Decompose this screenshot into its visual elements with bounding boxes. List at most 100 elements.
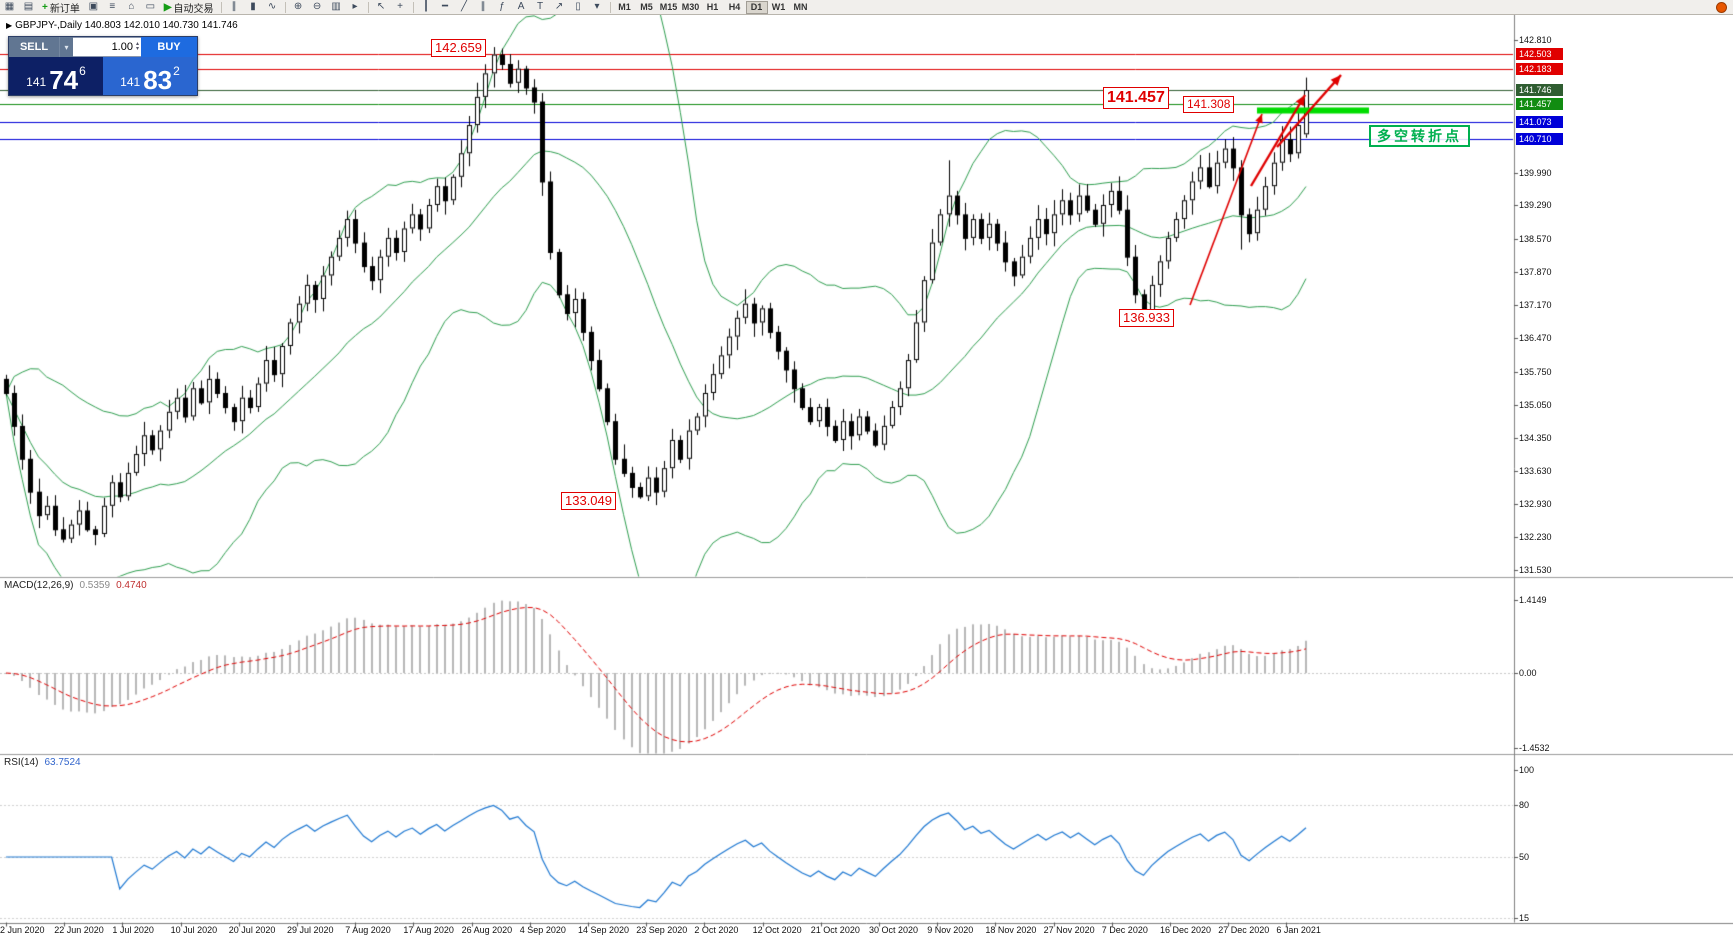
date-axis-label: 2 Oct 2020 bbox=[694, 925, 739, 935]
timeframe-w1-button[interactable]: W1 bbox=[771, 2, 786, 12]
date-axis-label: 21 Oct 2020 bbox=[810, 925, 860, 935]
shapes-icon[interactable]: ▯ bbox=[575, 1, 581, 12]
buy-button[interactable]: BUY bbox=[141, 37, 197, 57]
order-type-caret-icon[interactable]: ▾ bbox=[59, 37, 73, 57]
toolbar: ▦ ▤ + 新订单 ▣ ≡ ⌂ ▭ ▶ 自动交易 ∥ ▮ ∿ ⊕ ⊖ ▥ ▸ ↖ + ┃ ━ ╱ ∥ ƒ A T ↗ ▯ ▾ M1 M5 M1… bbox=[0, 0, 1733, 15]
date-axis-label: 27 Dec 2020 bbox=[1218, 925, 1270, 935]
vertical-line-icon[interactable]: ┃ bbox=[423, 1, 430, 12]
navigator-icon[interactable]: ⌂ bbox=[128, 1, 135, 12]
volume-up-icon[interactable]: ▴ bbox=[135, 41, 139, 47]
macd-main-value: 0.5359 bbox=[79, 580, 111, 591]
date-axis-label: 22 Jun 2020 bbox=[54, 925, 104, 935]
new-chart-icon[interactable]: ▦ bbox=[4, 1, 15, 12]
text-icon[interactable]: A bbox=[517, 1, 525, 12]
timeframe-m1-button[interactable]: M1 bbox=[618, 2, 631, 12]
price-callout-136-933[interactable]: 136.933 bbox=[1119, 309, 1174, 328]
buy-price-point: 2 bbox=[173, 64, 180, 78]
tile-windows-icon[interactable]: ▥ bbox=[331, 1, 341, 12]
market-watch-icon[interactable]: ≡ bbox=[109, 1, 116, 12]
date-axis-label: 12 Oct 2020 bbox=[752, 925, 802, 935]
timeframe-h4-button[interactable]: H4 bbox=[728, 2, 741, 12]
price-axis-label: 137.170 bbox=[1519, 300, 1552, 311]
date-axis-label: 26 Aug 2020 bbox=[461, 925, 513, 935]
cursor-icon[interactable]: ↖ bbox=[376, 1, 386, 12]
fibonacci-icon[interactable]: ƒ bbox=[499, 1, 505, 12]
symbol-info: ▶ GBPJPY-,Daily 140.803 142.010 140.730 1… bbox=[6, 20, 238, 31]
toolbar-separator bbox=[412, 1, 414, 13]
timeframe-d1-button[interactable]: D1 bbox=[745, 0, 768, 14]
timeframe-m30-button[interactable]: M30 bbox=[681, 2, 700, 12]
date-axis-label: 14 Sep 2020 bbox=[578, 925, 630, 935]
price-axis-label: 137.870 bbox=[1519, 267, 1552, 278]
macd-axis-label: -1.4532 bbox=[1519, 742, 1550, 753]
price-axis-label: 139.290 bbox=[1519, 200, 1552, 211]
text-label-icon[interactable]: T bbox=[536, 1, 544, 12]
date-axis-label: 7 Dec 2020 bbox=[1101, 925, 1148, 935]
macd-axis-label: 1.4149 bbox=[1519, 594, 1547, 605]
symbol-ohlc-text: GBPJPY-,Daily 140.803 142.010 140.730 14… bbox=[15, 20, 238, 31]
candlestick-chart-icon[interactable]: ▮ bbox=[250, 1, 256, 12]
trendline-icon[interactable]: ╱ bbox=[461, 1, 468, 12]
timeframe-m15-button[interactable]: M15 bbox=[659, 2, 678, 12]
charts-toggle-icon[interactable]: ▣ bbox=[88, 1, 99, 12]
toolbar-separator bbox=[609, 1, 611, 13]
autotrading-icon: ▶ bbox=[163, 1, 172, 13]
price-level-box-142-183: 142.183 bbox=[1516, 63, 1563, 76]
volume-spinner[interactable]: ▴ ▾ bbox=[135, 41, 139, 52]
equidistant-channel-icon[interactable]: ∥ bbox=[480, 1, 486, 12]
zoom-in-icon[interactable]: ⊕ bbox=[293, 1, 303, 12]
date-axis-label: 10 Jul 2020 bbox=[170, 925, 218, 935]
terminal-icon[interactable]: ▭ bbox=[145, 1, 156, 12]
sell-price-point: 6 bbox=[79, 64, 86, 78]
crosshair-icon[interactable]: + bbox=[397, 1, 403, 12]
macd-axis-label: 0.00 bbox=[1519, 668, 1537, 678]
arrows-icon[interactable]: ↗ bbox=[554, 1, 564, 12]
date-axis-label: 18 Nov 2020 bbox=[985, 925, 1037, 935]
buy-price-pips: 83 bbox=[143, 64, 173, 95]
timeframe-h1-button[interactable]: H1 bbox=[706, 2, 719, 12]
price-callout-141-308[interactable]: 141.308 bbox=[1183, 96, 1235, 113]
toolbar-separator bbox=[220, 1, 222, 13]
date-axis-label: 27 Nov 2020 bbox=[1043, 925, 1095, 935]
price-axis-label: 134.350 bbox=[1519, 432, 1552, 443]
date-axis-label: 9 Nov 2020 bbox=[927, 925, 974, 935]
sell-price-big-figure: 141 bbox=[26, 75, 47, 89]
autotrading-button[interactable]: ▶ 自动交易 bbox=[160, 0, 218, 15]
price-callout-133-049[interactable]: 133.049 bbox=[561, 492, 616, 511]
toolbar-separator bbox=[367, 1, 369, 13]
price-level-box-141-457: 141.457 bbox=[1516, 97, 1563, 110]
chart-shift-icon[interactable]: ▸ bbox=[352, 1, 358, 12]
timeframe-m5-button[interactable]: M5 bbox=[640, 2, 653, 12]
chinese-note-label[interactable]: 多空转折点 bbox=[1369, 125, 1470, 148]
price-axis-label: 131.530 bbox=[1519, 565, 1552, 576]
date-axis-label: 17 Aug 2020 bbox=[403, 925, 454, 935]
price-axis-label: 136.470 bbox=[1519, 332, 1552, 343]
sell-price-display[interactable]: 141 74 6 bbox=[9, 57, 103, 95]
sell-price-pips: 74 bbox=[49, 64, 79, 95]
more-tools-caret-icon[interactable]: ▾ bbox=[594, 1, 600, 12]
price-callout-141-457[interactable]: 141.457 bbox=[1103, 87, 1169, 109]
line-chart-icon[interactable]: ∿ bbox=[267, 1, 277, 12]
horizontal-line-icon[interactable]: ━ bbox=[442, 1, 449, 12]
date-axis-label: 29 Jul 2020 bbox=[287, 925, 334, 935]
rsi-axis-label: 15 bbox=[1519, 912, 1530, 923]
volume-input[interactable]: 1.00 ▴ ▾ bbox=[73, 37, 141, 57]
date-axis-label: 30 Oct 2020 bbox=[869, 925, 919, 935]
bar-chart-icon[interactable]: ∥ bbox=[231, 1, 237, 12]
date-axis-label: 2 Jun 2020 bbox=[0, 925, 45, 935]
chart-marker-icon: ▶ bbox=[6, 21, 13, 30]
connection-status-icon[interactable] bbox=[1716, 2, 1727, 13]
price-callout-142-659[interactable]: 142.659 bbox=[431, 39, 486, 58]
zoom-out-icon[interactable]: ⊖ bbox=[312, 1, 322, 12]
sell-button[interactable]: SELL bbox=[9, 37, 59, 57]
toolbar-separator bbox=[284, 1, 286, 13]
price-axis-label: 138.570 bbox=[1519, 234, 1552, 245]
new-order-button[interactable]: + 新订单 bbox=[38, 0, 84, 15]
macd-signal-value: 0.4740 bbox=[116, 580, 147, 591]
chart-profiles-icon[interactable]: ▤ bbox=[23, 1, 34, 12]
timeframe-mn-button[interactable]: MN bbox=[793, 2, 808, 12]
buy-price-display[interactable]: 141 83 2 bbox=[103, 57, 197, 95]
volume-down-icon[interactable]: ▾ bbox=[135, 46, 139, 52]
rsi-axis-label: 50 bbox=[1519, 852, 1530, 862]
